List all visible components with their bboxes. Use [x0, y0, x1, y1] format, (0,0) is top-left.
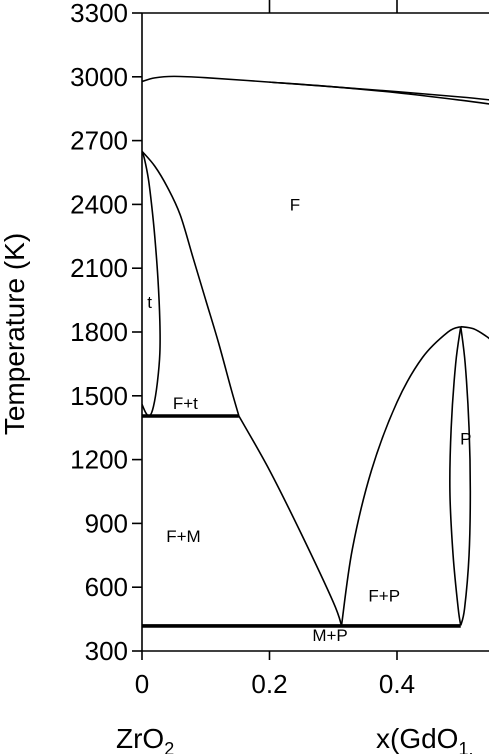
x-label-left: ZrO2 [116, 723, 174, 754]
y-axis-title: Temperature (K) [0, 233, 30, 435]
phase-boundaries [142, 75, 489, 626]
x-label-right-main: x(GdO [376, 723, 458, 754]
y-tick-label: 1200 [70, 445, 128, 475]
region-label: F+M [166, 527, 200, 546]
region-label: F+P [368, 587, 400, 606]
region-label: P [460, 429, 471, 448]
region-label: F+t [173, 394, 198, 413]
y-tick-label: 900 [85, 508, 128, 538]
y-tick-label: 300 [85, 636, 128, 666]
x-tick-label: 0 [135, 669, 149, 699]
y-tick-label: 3000 [70, 62, 128, 92]
region-label: F [290, 195, 300, 214]
region-label: M+P [312, 626, 347, 645]
boundary-F+P-right-upper [460, 325, 489, 340]
plot-frame [141, 12, 489, 652]
boundary-F+P-left [340, 325, 462, 626]
boundary-solidus [269, 81, 489, 105]
y-tick-label: 3300 [70, 0, 128, 28]
axis-ticks: 300 600 900 1200 1500 1800 2100 2400 2700 3000 330… [70, 0, 415, 699]
boundary-F-boundary [142, 150, 240, 417]
y-tick-label: 2400 [70, 189, 128, 219]
y-tick-label: 1500 [70, 381, 128, 411]
x-label-left-main: ZrO [116, 723, 164, 754]
y-tick-label: 1800 [70, 317, 128, 347]
y-tick-label: 2100 [70, 253, 128, 283]
x-tick-label: 0.2 [251, 669, 287, 699]
x-label-left-sub: 2 [164, 739, 174, 754]
boundary-P-right [459, 326, 472, 626]
x-label-right: x(GdO1. [376, 723, 473, 754]
tie-lines [142, 414, 461, 628]
y-tick-label: 2700 [70, 126, 128, 156]
x-tick-label: 0.4 [379, 669, 415, 699]
region-label: t [147, 293, 152, 312]
x-label-right-sub: 1. [458, 739, 473, 754]
region-labels: Ft F+t F+M F+P P M+P [147, 195, 471, 645]
y-tick-label: 600 [85, 572, 128, 602]
boundary-t-boundary-outer [142, 150, 161, 418]
boundary-F+M-boundary [238, 415, 343, 626]
boundary-P-left [449, 326, 462, 626]
